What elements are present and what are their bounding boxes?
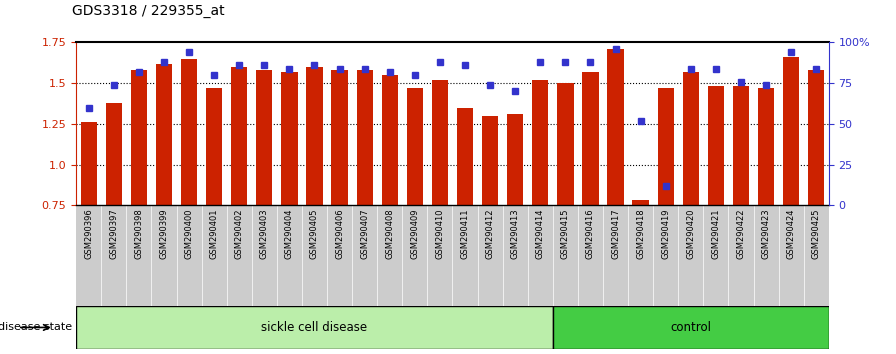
Bar bbox=[277, 205, 302, 306]
Text: GSM290416: GSM290416 bbox=[586, 209, 595, 259]
Bar bbox=[808, 70, 824, 205]
Text: GSM290423: GSM290423 bbox=[762, 209, 771, 259]
Text: GSM290407: GSM290407 bbox=[360, 209, 369, 259]
Text: GSM290406: GSM290406 bbox=[335, 209, 344, 259]
Bar bbox=[557, 83, 573, 205]
Bar bbox=[678, 205, 703, 306]
Bar bbox=[402, 205, 427, 306]
Bar bbox=[281, 72, 297, 205]
Bar bbox=[607, 49, 624, 205]
Bar bbox=[407, 88, 423, 205]
Bar bbox=[156, 64, 172, 205]
Bar bbox=[306, 67, 323, 205]
Bar bbox=[151, 205, 177, 306]
Bar bbox=[528, 205, 553, 306]
Text: GSM290410: GSM290410 bbox=[435, 209, 444, 259]
Bar bbox=[653, 205, 678, 306]
Bar bbox=[352, 205, 377, 306]
Bar bbox=[628, 205, 653, 306]
Bar bbox=[327, 205, 352, 306]
Bar bbox=[633, 200, 649, 205]
Bar bbox=[503, 205, 528, 306]
Bar bbox=[302, 205, 327, 306]
Bar bbox=[754, 205, 779, 306]
Bar bbox=[683, 72, 699, 205]
Bar bbox=[81, 122, 97, 205]
Text: GSM290405: GSM290405 bbox=[310, 209, 319, 259]
Bar bbox=[252, 205, 277, 306]
Text: GSM290413: GSM290413 bbox=[511, 209, 520, 259]
Bar bbox=[256, 70, 272, 205]
Bar bbox=[206, 88, 222, 205]
Bar bbox=[708, 86, 724, 205]
Bar bbox=[231, 67, 247, 205]
Text: control: control bbox=[670, 321, 711, 334]
Bar bbox=[101, 205, 126, 306]
Bar bbox=[457, 108, 473, 205]
Bar bbox=[532, 80, 548, 205]
Text: GSM290402: GSM290402 bbox=[235, 209, 244, 259]
Text: GSM290421: GSM290421 bbox=[711, 209, 720, 259]
Bar bbox=[76, 306, 553, 349]
Bar bbox=[452, 205, 478, 306]
Text: GSM290419: GSM290419 bbox=[661, 209, 670, 259]
Bar bbox=[507, 114, 523, 205]
Text: GSM290397: GSM290397 bbox=[109, 209, 118, 259]
Text: GSM290424: GSM290424 bbox=[787, 209, 796, 259]
Bar bbox=[578, 205, 603, 306]
Text: GSM290396: GSM290396 bbox=[84, 209, 93, 259]
Bar bbox=[181, 59, 197, 205]
Bar bbox=[478, 205, 503, 306]
Text: GSM290415: GSM290415 bbox=[561, 209, 570, 259]
Bar bbox=[553, 306, 829, 349]
Text: GSM290398: GSM290398 bbox=[134, 209, 143, 259]
Text: GSM290422: GSM290422 bbox=[737, 209, 745, 259]
Text: GSM290403: GSM290403 bbox=[260, 209, 269, 259]
Text: disease state: disease state bbox=[0, 322, 72, 332]
Bar bbox=[202, 205, 227, 306]
Text: GSM290418: GSM290418 bbox=[636, 209, 645, 259]
Text: GSM290401: GSM290401 bbox=[210, 209, 219, 259]
Text: GSM290408: GSM290408 bbox=[385, 209, 394, 259]
Text: GSM290417: GSM290417 bbox=[611, 209, 620, 259]
Bar bbox=[131, 70, 147, 205]
Bar bbox=[658, 88, 674, 205]
Bar bbox=[382, 75, 398, 205]
Text: sickle cell disease: sickle cell disease bbox=[262, 321, 367, 334]
Bar bbox=[482, 116, 498, 205]
Text: GSM290411: GSM290411 bbox=[461, 209, 470, 259]
Text: GSM290420: GSM290420 bbox=[686, 209, 695, 259]
Bar bbox=[804, 205, 829, 306]
Bar bbox=[106, 103, 122, 205]
Bar bbox=[432, 80, 448, 205]
Text: GSM290399: GSM290399 bbox=[159, 209, 168, 259]
Bar bbox=[582, 72, 599, 205]
Text: GSM290404: GSM290404 bbox=[285, 209, 294, 259]
Bar bbox=[357, 70, 373, 205]
Bar bbox=[377, 205, 402, 306]
Bar bbox=[227, 205, 252, 306]
Text: GSM290409: GSM290409 bbox=[410, 209, 419, 259]
Bar bbox=[76, 205, 101, 306]
Bar bbox=[553, 205, 578, 306]
Bar bbox=[779, 205, 804, 306]
Bar bbox=[728, 205, 754, 306]
Bar bbox=[427, 205, 452, 306]
Bar bbox=[733, 86, 749, 205]
Bar bbox=[703, 205, 728, 306]
Bar bbox=[177, 205, 202, 306]
Bar bbox=[603, 205, 628, 306]
Bar bbox=[126, 205, 151, 306]
Text: GSM290400: GSM290400 bbox=[185, 209, 194, 259]
Text: GSM290412: GSM290412 bbox=[486, 209, 495, 259]
Bar bbox=[758, 88, 774, 205]
Text: GSM290425: GSM290425 bbox=[812, 209, 821, 259]
Bar bbox=[332, 70, 348, 205]
Bar bbox=[783, 57, 799, 205]
Text: GDS3318 / 229355_at: GDS3318 / 229355_at bbox=[72, 4, 224, 18]
Text: GSM290414: GSM290414 bbox=[536, 209, 545, 259]
